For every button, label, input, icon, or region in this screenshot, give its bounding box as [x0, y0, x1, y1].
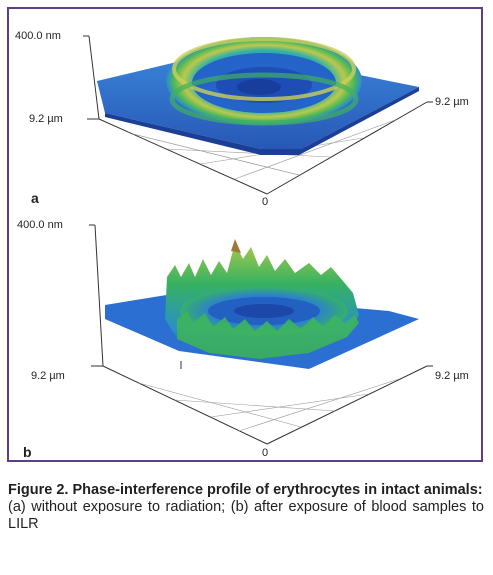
z-axis-max-label: 400.0 nm	[17, 219, 63, 231]
caption-text: (a) without exposure to radiation; (b) a…	[8, 499, 484, 532]
figure-caption: Figure 2. Phase-interference profile of …	[8, 482, 484, 533]
origin-label: 0	[262, 196, 269, 208]
z-axis-max-label: 400.0 nm	[15, 30, 61, 42]
y-axis-label: 9.2 µm	[31, 370, 65, 382]
panel-letter-a: a	[31, 190, 39, 206]
surface-plot-b	[89, 224, 433, 445]
x-axis-label: 9.2 µm	[435, 96, 469, 108]
x-axis-label: 9.2 µm	[435, 370, 469, 382]
y-axis-label: 9.2 µm	[29, 113, 63, 125]
origin-label: 0	[262, 447, 269, 459]
caption-title: Figure 2. Phase-interference profile of …	[8, 482, 483, 498]
panel-a: 400.0 nm 9.2 µm 9.2 µm 0 a	[9, 9, 481, 224]
panel-b: 400.0 nm 9.2 µm 9.2 µm 0 b	[9, 219, 481, 460]
panel-letter-b: b	[23, 444, 32, 460]
surface-plot-a	[83, 35, 433, 195]
figure-frame: 400.0 nm 9.2 µm 9.2 µm 0 a	[7, 7, 483, 462]
